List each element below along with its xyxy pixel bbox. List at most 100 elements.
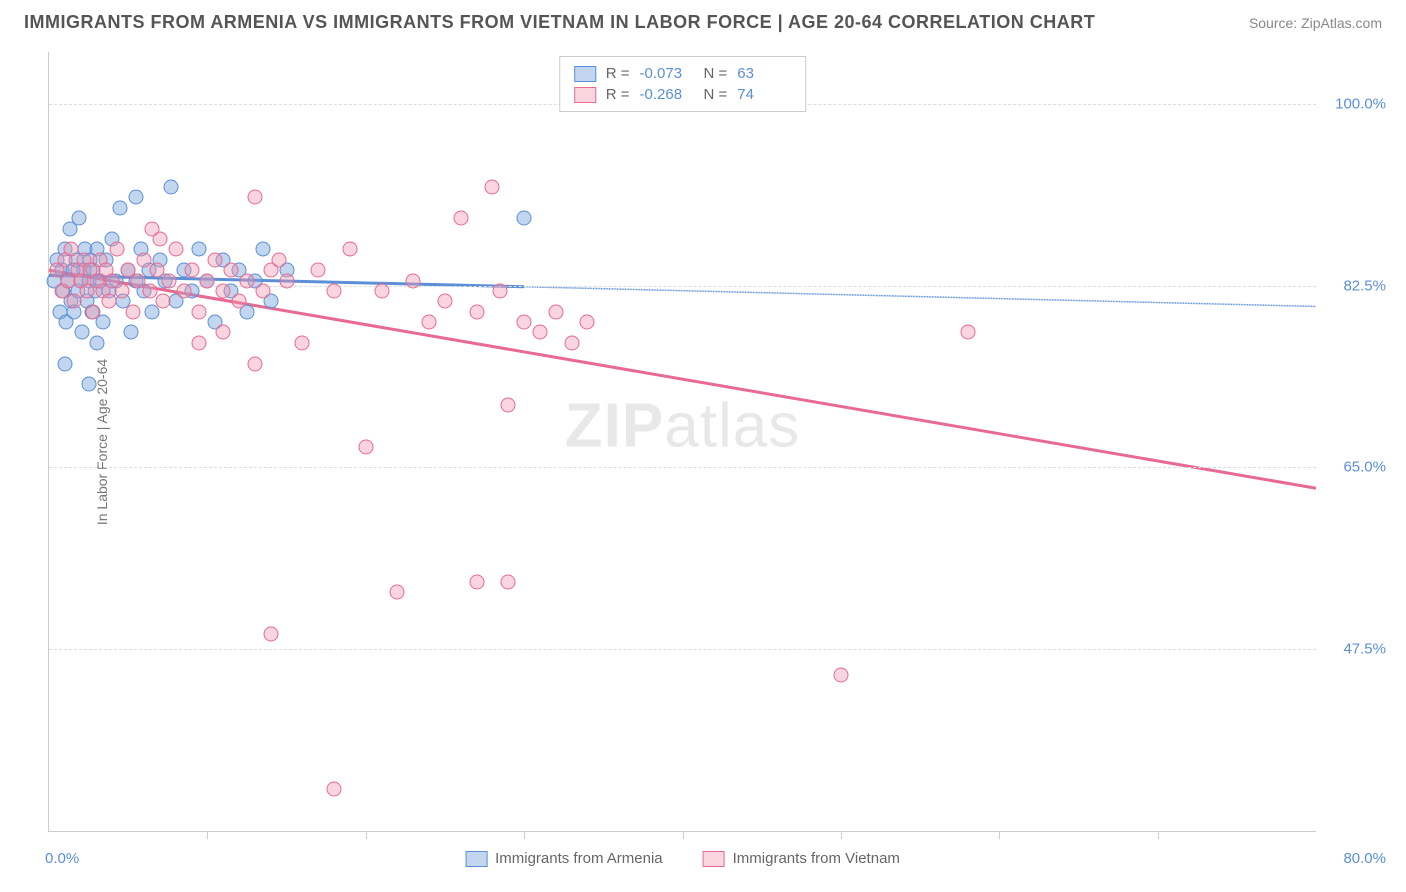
data-point-armenia <box>255 242 270 257</box>
data-point-vietnam <box>232 294 247 309</box>
data-point-armenia <box>57 356 72 371</box>
x-tick <box>999 831 1000 839</box>
data-point-armenia <box>81 377 96 392</box>
x-tick <box>841 831 842 839</box>
legend-row-vietnam: R = -0.268 N = 74 <box>574 84 792 105</box>
data-point-armenia <box>192 242 207 257</box>
data-point-armenia <box>113 200 128 215</box>
legend-label-armenia: Immigrants from Armenia <box>495 850 663 867</box>
data-point-vietnam <box>263 626 278 641</box>
gridline <box>49 286 1316 287</box>
data-point-vietnam <box>168 242 183 257</box>
data-point-vietnam <box>469 574 484 589</box>
data-point-vietnam <box>390 585 405 600</box>
data-point-vietnam <box>517 315 532 330</box>
data-point-armenia <box>124 325 139 340</box>
data-point-vietnam <box>184 263 199 278</box>
x-tick <box>207 831 208 839</box>
r-value-vietnam: -0.268 <box>640 86 694 103</box>
data-point-vietnam <box>580 315 595 330</box>
legend-swatch-pink <box>703 851 725 867</box>
data-point-vietnam <box>216 283 231 298</box>
data-point-vietnam <box>295 335 310 350</box>
chart-source: Source: ZipAtlas.com <box>1249 15 1382 31</box>
data-point-vietnam <box>110 242 125 257</box>
x-tick <box>1158 831 1159 839</box>
data-point-vietnam <box>162 273 177 288</box>
x-axis-min-label: 0.0% <box>45 850 79 867</box>
chart-plot-area: In Labor Force | Age 20-64 ZIPatlas R = … <box>48 52 1316 832</box>
data-point-vietnam <box>255 283 270 298</box>
data-point-vietnam <box>208 252 223 267</box>
data-point-vietnam <box>279 273 294 288</box>
data-point-vietnam <box>271 252 286 267</box>
y-tick-label: 47.5% <box>1343 641 1386 658</box>
data-point-vietnam <box>143 283 158 298</box>
data-point-armenia <box>75 325 90 340</box>
legend-swatch-pink <box>574 87 596 103</box>
series-legend: Immigrants from Armenia Immigrants from … <box>465 850 900 867</box>
legend-swatch-blue <box>465 851 487 867</box>
data-point-vietnam <box>374 283 389 298</box>
y-tick-label: 82.5% <box>1343 277 1386 294</box>
data-point-vietnam <box>176 283 191 298</box>
data-point-vietnam <box>327 782 342 797</box>
x-tick <box>366 831 367 839</box>
data-point-vietnam <box>144 221 159 236</box>
data-point-vietnam <box>156 294 171 309</box>
legend-item-vietnam: Immigrants from Vietnam <box>703 850 900 867</box>
data-point-vietnam <box>833 668 848 683</box>
data-point-vietnam <box>485 180 500 195</box>
chart-header: IMMIGRANTS FROM ARMENIA VS IMMIGRANTS FR… <box>0 0 1406 41</box>
data-point-vietnam <box>532 325 547 340</box>
data-point-vietnam <box>130 273 145 288</box>
correlation-legend: R = -0.073 N = 63 R = -0.268 N = 74 <box>559 56 807 112</box>
data-point-vietnam <box>247 356 262 371</box>
data-point-vietnam <box>311 263 326 278</box>
data-point-vietnam <box>125 304 140 319</box>
y-tick-label: 65.0% <box>1343 459 1386 476</box>
n-value-armenia: 63 <box>737 65 791 82</box>
data-point-vietnam <box>86 304 101 319</box>
data-point-vietnam <box>192 304 207 319</box>
x-tick <box>683 831 684 839</box>
legend-item-armenia: Immigrants from Armenia <box>465 850 663 867</box>
data-point-vietnam <box>64 242 79 257</box>
data-point-vietnam <box>437 294 452 309</box>
chart-inner: ZIPatlas <box>49 52 1316 831</box>
data-point-vietnam <box>149 263 164 278</box>
data-point-armenia <box>89 335 104 350</box>
gridline <box>49 467 1316 468</box>
data-point-vietnam <box>67 294 82 309</box>
legend-row-armenia: R = -0.073 N = 63 <box>574 63 792 84</box>
data-point-vietnam <box>102 294 117 309</box>
data-point-vietnam <box>327 283 342 298</box>
data-point-vietnam <box>564 335 579 350</box>
n-value-vietnam: 74 <box>737 86 791 103</box>
data-point-vietnam <box>239 273 254 288</box>
data-point-vietnam <box>960 325 975 340</box>
data-point-vietnam <box>216 325 231 340</box>
trend-lines-svg <box>49 52 1316 831</box>
x-axis-max-label: 80.0% <box>1343 850 1386 867</box>
data-point-vietnam <box>406 273 421 288</box>
chart-title: IMMIGRANTS FROM ARMENIA VS IMMIGRANTS FR… <box>24 12 1095 33</box>
data-point-vietnam <box>453 211 468 226</box>
n-label: N = <box>704 65 728 82</box>
data-point-armenia <box>163 180 178 195</box>
r-label: R = <box>606 65 630 82</box>
data-point-vietnam <box>247 190 262 205</box>
data-point-vietnam <box>548 304 563 319</box>
data-point-vietnam <box>501 398 516 413</box>
data-point-vietnam <box>469 304 484 319</box>
legend-swatch-blue <box>574 66 596 82</box>
gridline <box>49 649 1316 650</box>
data-point-armenia <box>129 190 144 205</box>
data-point-vietnam <box>114 283 129 298</box>
y-tick-label: 100.0% <box>1335 95 1386 112</box>
n-label: N = <box>704 86 728 103</box>
data-point-vietnam <box>224 263 239 278</box>
data-point-vietnam <box>137 252 152 267</box>
legend-label-vietnam: Immigrants from Vietnam <box>733 850 900 867</box>
r-label: R = <box>606 86 630 103</box>
